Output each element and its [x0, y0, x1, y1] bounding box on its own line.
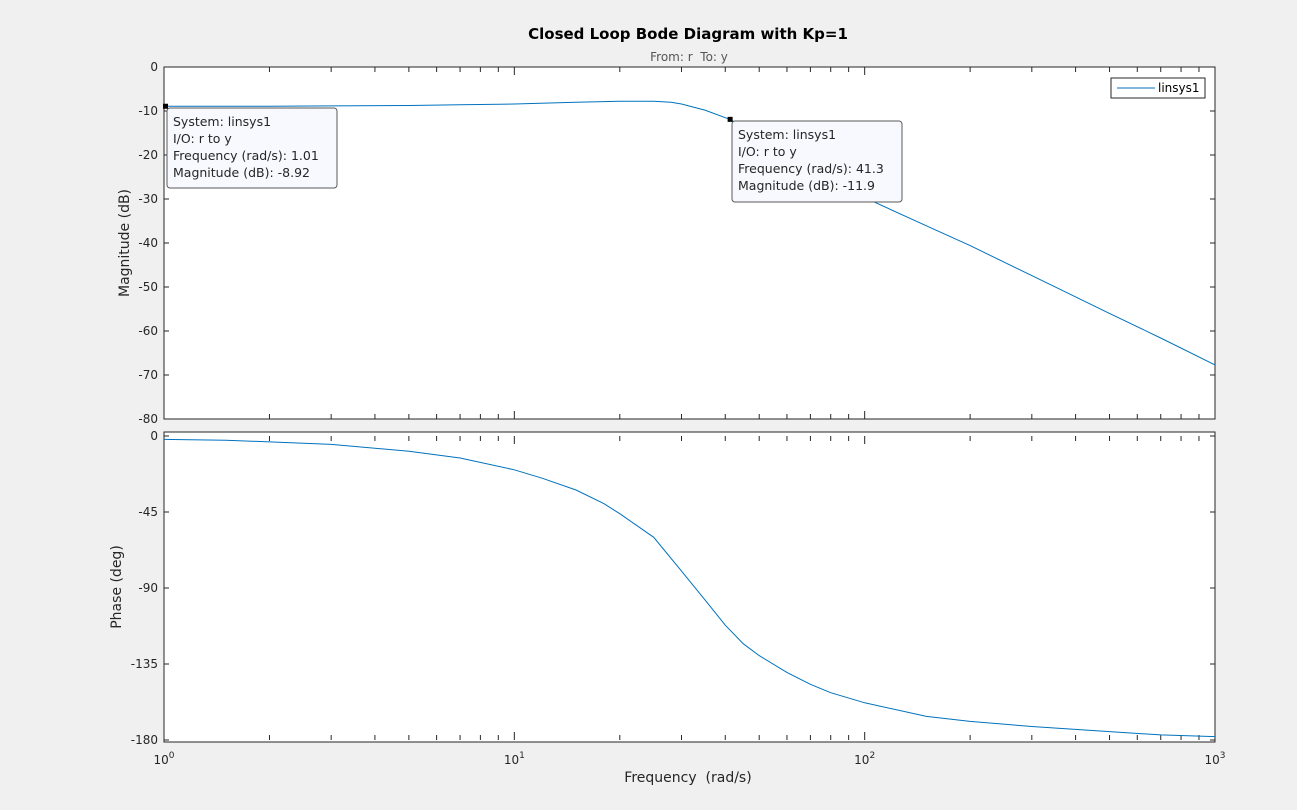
legend-box: [1110, 77, 1206, 99]
legend[interactable]: linsys1: [1110, 77, 1206, 99]
phase-ytick-label: -90: [138, 581, 158, 595]
magnitude-series-line: [164, 100, 1216, 366]
magnitude-ytick-label: -60: [138, 324, 158, 338]
x-tick-label: 103: [1204, 751, 1225, 767]
chart-title: Closed Loop Bode Diagram with Kp=1: [528, 25, 848, 43]
phase-ylabel: Phase (deg): [109, 545, 125, 629]
chart-subtitle: From: r To: y: [650, 50, 728, 64]
data-tip-io: I/O: r to y: [738, 144, 797, 159]
data-tip-system: System: linsys1: [173, 114, 271, 129]
data-tip-io: I/O: r to y: [173, 131, 232, 146]
x-tick-labels: 100 101 102 103: [153, 751, 1225, 767]
magnitude-plot-area[interactable]: [163, 66, 1216, 420]
data-tips[interactable]: System: linsys1 I/O: r to y Frequency (rad…: [163, 103, 903, 203]
data-tip[interactable]: System: linsys1 I/O: r to y Frequency (rad…: [163, 103, 338, 189]
data-tip[interactable]: System: linsys1 I/O: r to y Frequency (rad…: [727, 116, 903, 203]
x-axis-label: Frequency (rad/s): [624, 770, 751, 786]
data-tip-box: [731, 120, 903, 203]
magnitude-ytick-label: 0: [150, 60, 158, 74]
x-tick-label: 100: [153, 751, 174, 767]
data-tip-system: System: linsys1: [738, 127, 836, 142]
data-tip-magnitude: Magnitude (dB): -8.92: [173, 165, 310, 180]
data-tip-frequency: Frequency (rad/s): 41.3: [738, 161, 884, 176]
data-tip-marker[interactable]: [727, 116, 733, 122]
data-tip-magnitude: Magnitude (dB): -11.9: [738, 178, 875, 193]
magnitude-ytick-label: -40: [138, 236, 158, 250]
data-tip-box: [166, 107, 338, 189]
phase-ytick-label: -135: [131, 657, 158, 671]
magnitude-ytick-label: -10: [138, 104, 158, 118]
phase-ytick-label: -45: [138, 505, 158, 519]
legend-entry-linsys1: linsys1: [1158, 81, 1200, 95]
phase-series-line: [163, 438, 1216, 738]
data-tip-marker[interactable]: [163, 103, 169, 109]
phase-lines: [163, 438, 1216, 738]
phase-plot-area[interactable]: [163, 431, 1216, 743]
x-tick-label: 101: [504, 751, 525, 767]
magnitude-ytick-label: -30: [138, 192, 158, 206]
phase-axes[interactable]: 0 -45 -90 -135 -180 Phase (deg): [109, 429, 1216, 747]
phase-ytick-label: 0: [150, 429, 158, 443]
phase-ticks: 0 -45 -90 -135 -180: [131, 429, 1215, 747]
magnitude-ytick-label: -70: [138, 368, 158, 382]
phase-ytick-label: -180: [131, 733, 158, 747]
magnitude-ytick-label: -50: [138, 280, 158, 294]
magnitude-ticks: 0 -10 -20 -30 -40 -50 -60 -70 -80: [138, 60, 1215, 426]
x-tick-label: 102: [854, 751, 875, 767]
magnitude-lines: [164, 100, 1216, 366]
magnitude-ytick-label: -20: [138, 148, 158, 162]
magnitude-ylabel: Magnitude (dB): [117, 189, 133, 297]
magnitude-axes[interactable]: 0 -10 -20 -30 -40 -50 -60 -70 -80 Magnitude (dB): [117, 60, 1216, 426]
magnitude-ytick-label: -80: [138, 412, 158, 426]
data-tip-frequency: Frequency (rad/s): 1.01: [173, 148, 319, 163]
